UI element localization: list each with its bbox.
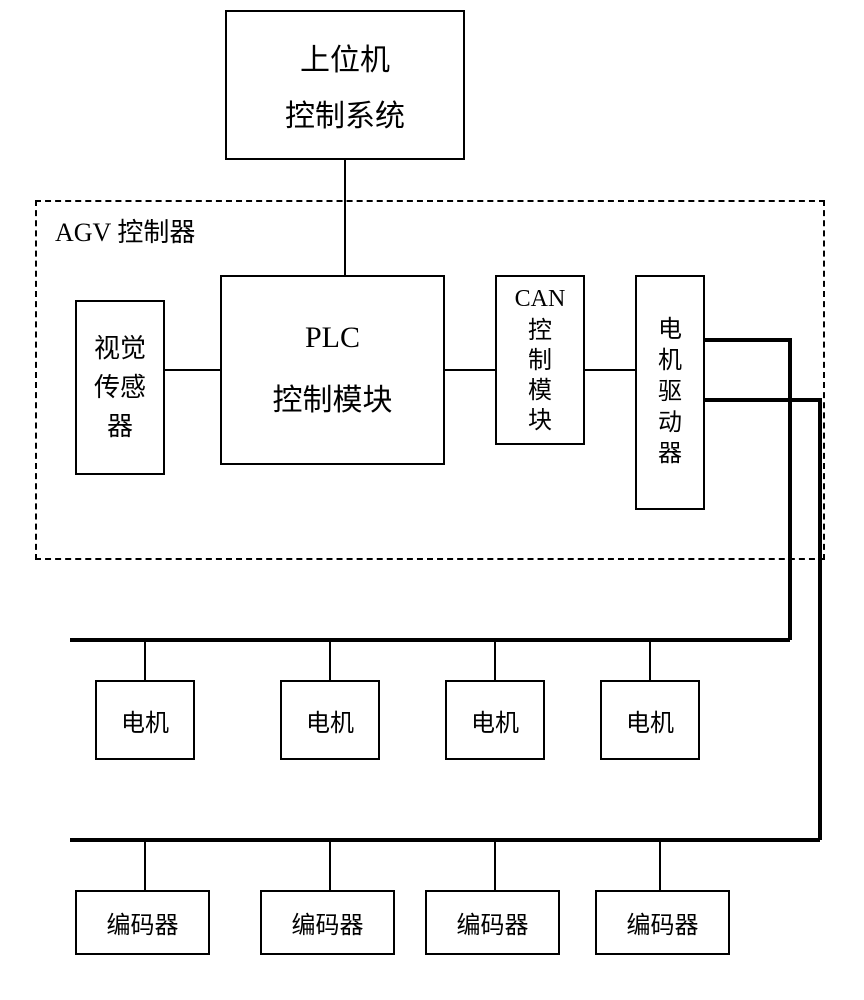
wires-svg: [0, 0, 864, 1000]
diagram-stage: AGV 控制器 上位机 控制系统 视觉传感器 PLC 控制模块 CAN 控制模块…: [0, 0, 864, 1000]
